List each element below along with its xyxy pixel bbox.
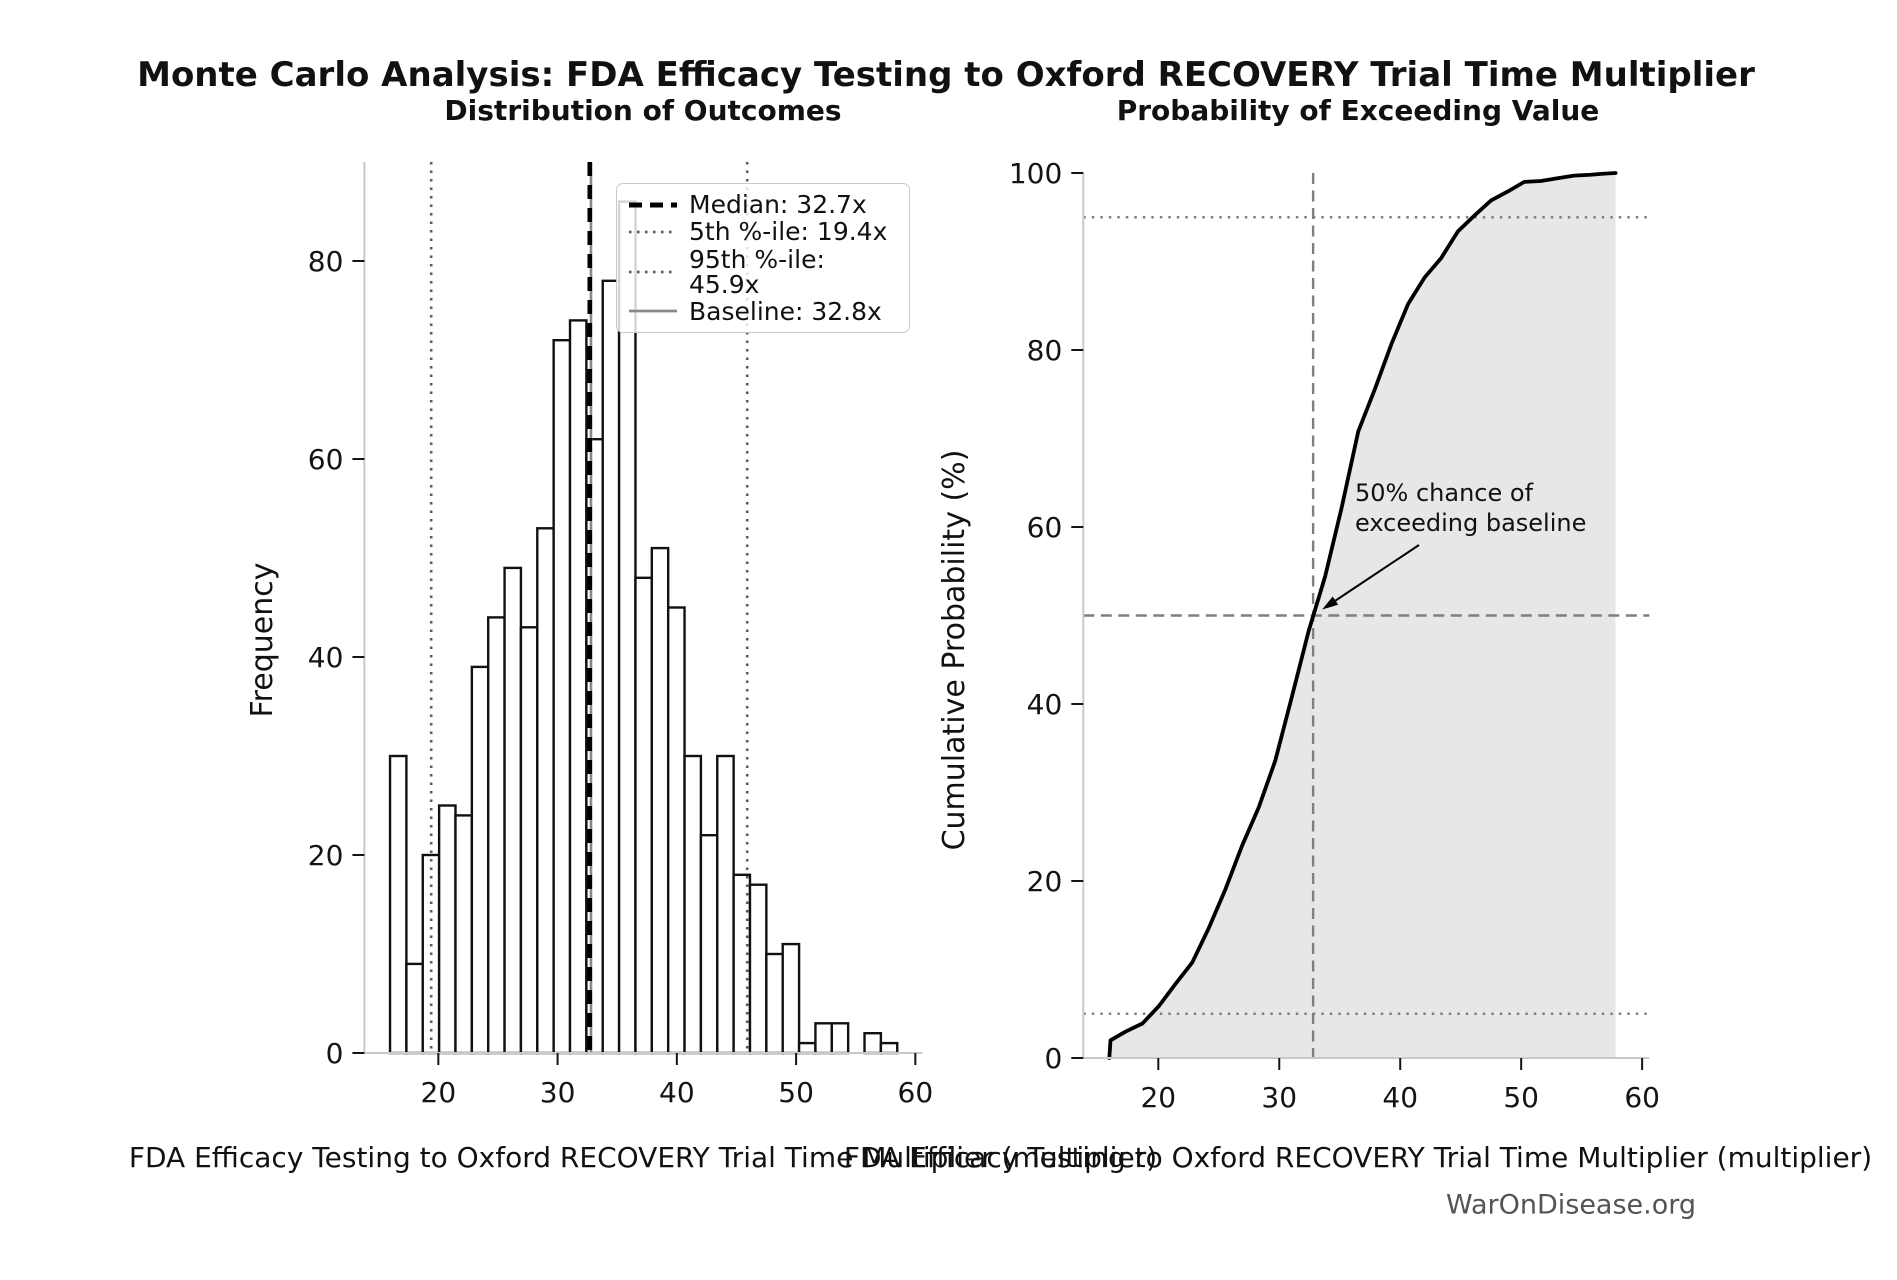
dashed-line-sample-icon: [629, 201, 677, 209]
left-x-tick-label: 50: [778, 1076, 814, 1109]
left-y-tick-label: 20: [308, 839, 344, 872]
legend-entry-95th-percentile: 95th %-ile: 45.9x: [629, 247, 897, 297]
bar: [666, 606, 686, 1055]
bar: [814, 1022, 833, 1055]
right-y-tick-label: 0: [1044, 1042, 1062, 1075]
bar: [601, 279, 621, 1055]
left-y-tick-label: 60: [308, 443, 344, 476]
left-x-tick-label: 30: [540, 1076, 576, 1109]
cdf-fill: [1109, 173, 1616, 1058]
right-plot-axes: 20 30 40 50 60 0 20 40 60 80 100: [1009, 157, 1660, 1114]
bar: [650, 546, 670, 1055]
legend-label-median: Median: 32.7x: [689, 190, 867, 220]
bar: [765, 952, 784, 1055]
left-plot-title: Distribution of Outcomes: [444, 94, 842, 127]
right-y-axis-label: Cumulative Probability (%): [937, 449, 972, 851]
left-y-tick-label: 40: [308, 641, 344, 674]
bar: [568, 319, 588, 1055]
solid-line-sample-icon: [629, 307, 677, 315]
right-y-tick-label: 20: [1027, 865, 1063, 898]
bar: [748, 883, 768, 1055]
right-x-tick-label: 20: [1140, 1081, 1176, 1114]
bar: [781, 942, 801, 1055]
figure-suptitle: Monte Carlo Analysis: FDA Efficacy Testi…: [137, 55, 1755, 95]
bar: [487, 616, 506, 1055]
bar: [454, 814, 474, 1055]
left-y-tick-label: 80: [308, 245, 344, 278]
left-x-tick-label: 20: [421, 1076, 457, 1109]
bar: [879, 1041, 899, 1055]
left-y-axis-label: Frequency: [245, 562, 280, 718]
legend-entry-5th-percentile: 5th %-ile: 19.4x: [629, 219, 897, 244]
right-y-tick-label: 40: [1027, 688, 1063, 721]
cdf-curve: [1107, 171, 1618, 1060]
left-x-tick-label: 60: [898, 1076, 934, 1109]
legend-label-95th-percentile: 95th %-ile: 45.9x: [689, 244, 825, 299]
bar: [683, 754, 703, 1055]
right-x-tick-label: 30: [1261, 1081, 1297, 1114]
right-x-axis-label: FDA Efficacy Testing to Oxford RECOVERY …: [843, 1141, 1873, 1174]
bar: [405, 962, 424, 1055]
cdf-fill-area: [1109, 173, 1616, 1058]
cdf-line: [1107, 171, 1618, 1060]
bar: [536, 527, 555, 1055]
bar: [634, 576, 654, 1055]
right-x-tick-label: 40: [1382, 1081, 1418, 1114]
bar: [863, 1031, 883, 1055]
legend-entry-median: Median: 32.7x: [629, 192, 897, 217]
bar: [797, 1041, 817, 1055]
bar: [552, 339, 572, 1055]
bar: [503, 566, 523, 1055]
arrow-shaft: [1334, 544, 1420, 602]
bar: [519, 626, 539, 1055]
cdf-annotation: 50% chance of exceeding baseline: [1355, 478, 1586, 538]
annotation-arrow: [1322, 544, 1420, 610]
legend-label-5th-percentile: 5th %-ile: 19.4x: [689, 217, 888, 247]
reference-lines: [429, 162, 749, 1053]
legend-label-baseline: Baseline: 32.8x: [689, 296, 882, 326]
bar: [437, 804, 457, 1055]
right-plot-title: Probability of Exceeding Value: [1116, 94, 1600, 127]
bar: [388, 754, 408, 1055]
dotted-line-sample-icon: [629, 228, 677, 236]
bar: [830, 1022, 850, 1055]
left-y-tick-label: 0: [326, 1037, 344, 1070]
right-y-tick-label: 60: [1027, 511, 1063, 544]
dotted-line-sample-icon: [629, 268, 677, 276]
annotation-line-2: exceeding baseline: [1355, 509, 1587, 537]
right-x-tick-label: 50: [1503, 1081, 1539, 1114]
left-x-tick-label: 40: [659, 1076, 695, 1109]
legend: Median: 32.7x 5th %-ile: 19.4x 95th %-il…: [616, 183, 910, 333]
watermark: WarOnDisease.org: [1445, 1189, 1697, 1221]
arrow-head-icon: [1322, 596, 1339, 610]
annotation-line-1: 50% chance of: [1355, 479, 1534, 507]
legend-entry-baseline: Baseline: 32.8x: [629, 299, 897, 324]
right-y-tick-label: 80: [1027, 334, 1063, 367]
bar: [699, 834, 719, 1055]
left-x-axis-label: FDA Efficacy Testing to Oxford RECOVERY …: [128, 1141, 1158, 1174]
right-x-tick-label: 60: [1624, 1081, 1660, 1114]
right-y-tick-label: 100: [1009, 157, 1062, 190]
bar: [470, 665, 490, 1055]
left-plot-axes: 20 30 40 50 60 0 20 40 60 80: [308, 162, 933, 1109]
bar: [716, 754, 735, 1055]
